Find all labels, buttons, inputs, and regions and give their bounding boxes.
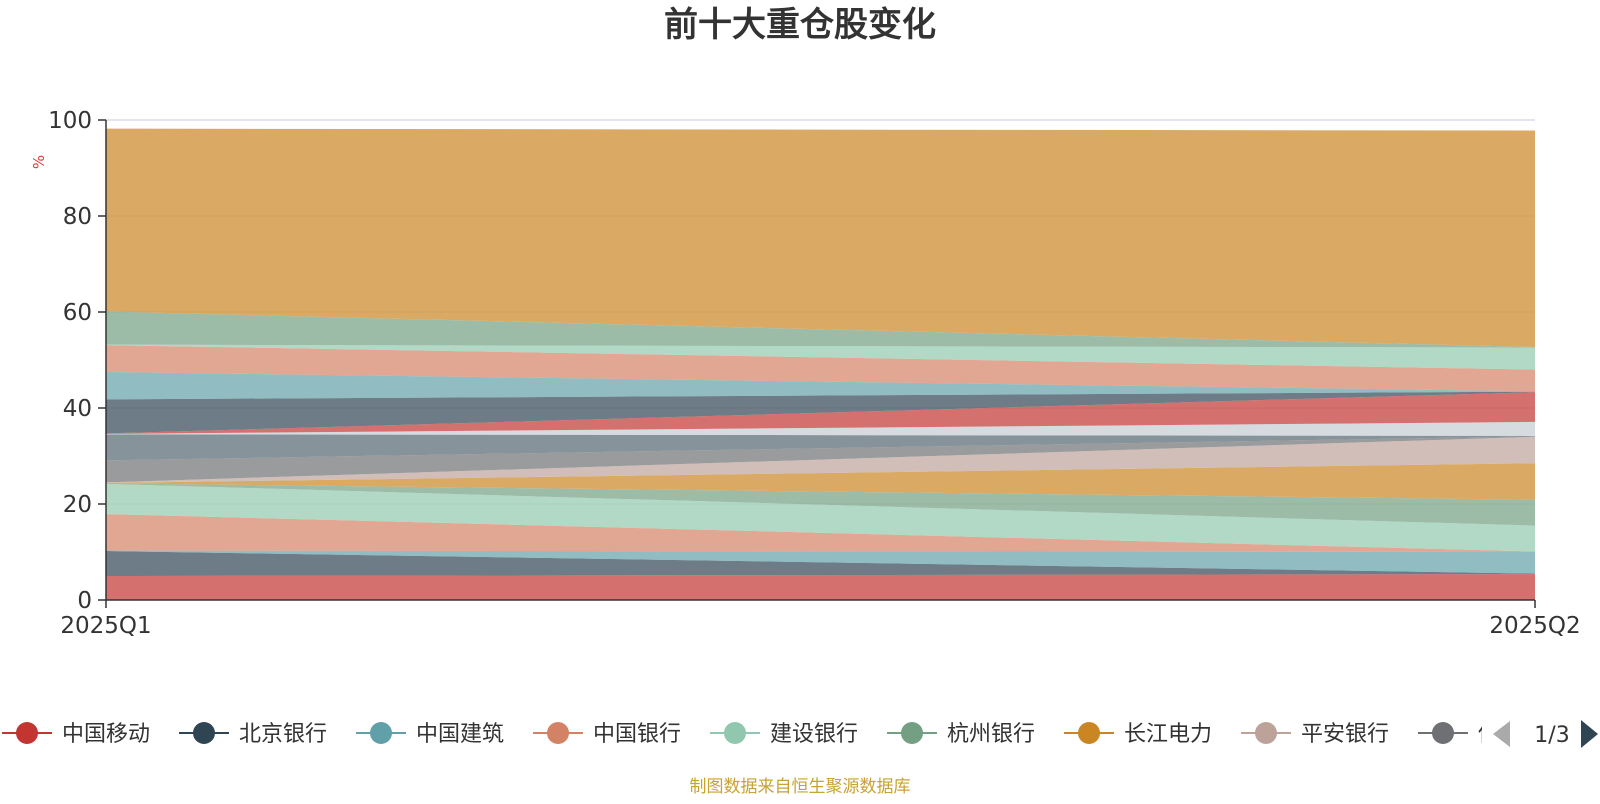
legend-label: 中国建筑	[416, 722, 504, 747]
area-series-11	[106, 421, 1535, 436]
legend-marker-icon	[370, 722, 392, 744]
x-tick-label: 2025Q1	[60, 613, 151, 639]
area-series-8	[106, 436, 1535, 483]
legend-item[interactable]: 长江电力	[1064, 722, 1212, 747]
legend-marker-icon	[193, 722, 215, 744]
legend-item[interactable]: 平安银行	[1241, 722, 1389, 747]
legend-label: 长江电力	[1124, 722, 1212, 747]
area-series	[106, 128, 1535, 600]
x-tick-label: 2025Q2	[1489, 613, 1580, 639]
y-axis-unit: %	[30, 155, 48, 169]
y-tick-label: 100	[48, 108, 92, 134]
legend-label: 杭州银行	[947, 722, 1035, 747]
legend-marker-icon	[724, 722, 746, 744]
area-series-18	[106, 128, 1535, 348]
area-series-15	[106, 345, 1535, 392]
y-tick-label: 80	[63, 204, 92, 230]
area-series-3	[106, 550, 1535, 574]
y-tick-label: 20	[63, 492, 92, 518]
area-series-10	[106, 434, 1535, 461]
legend-item[interactable]: 建设银行	[710, 722, 858, 747]
legend-label: 北京银行	[239, 722, 327, 747]
legend-item[interactable]: 杭州银行	[887, 722, 1035, 747]
legend-marker-icon	[547, 722, 569, 744]
legend-item[interactable]: 中国移动	[2, 722, 150, 747]
legend-label: 伊	[1478, 722, 1500, 747]
legend-label: 中国移动	[62, 722, 150, 747]
legend[interactable]: 中国移动 北京银行 中国建筑 中国银行 建设银行 杭州银行 长江电力 平安银行 伊 1/3	[2, 720, 1598, 748]
area-series-5	[106, 483, 1535, 552]
area-series-6	[106, 483, 1535, 526]
legend-label: 中国银行	[593, 722, 681, 747]
legend-label: 平安银行	[1301, 722, 1389, 747]
area-series-1	[106, 574, 1535, 600]
legend-item[interactable]: 中国建筑	[356, 722, 504, 747]
legend-label: 建设银行	[770, 722, 858, 747]
area-series-12	[106, 392, 1535, 434]
legend-items: 中国移动 北京银行 中国建筑 中国银行 建设银行 杭州银行 长江电力 平安银行 伊	[2, 722, 1500, 747]
area-series-4	[106, 514, 1535, 552]
y-tick-label: 40	[63, 396, 92, 422]
legend-marker-icon	[1432, 722, 1454, 744]
legend-page-indicator: 1/3	[1534, 723, 1569, 748]
area-series-9	[106, 436, 1535, 483]
legend-item[interactable]: 伊	[1418, 722, 1500, 747]
y-tick-label: 0	[77, 588, 92, 614]
area-series-7	[106, 463, 1535, 500]
source-note: 制图数据来自恒生聚源数据库	[690, 777, 911, 797]
legend-marker-icon	[16, 722, 38, 744]
legend-marker-icon	[1255, 722, 1277, 744]
y-tick-label: 60	[63, 300, 92, 326]
area-series-17	[106, 311, 1535, 348]
legend-item[interactable]: 北京银行	[179, 722, 327, 747]
area-series-13	[106, 391, 1535, 434]
area-series-14	[106, 372, 1535, 400]
axes: 0 20 40 60 80 100 2025Q1 2025Q2	[48, 108, 1581, 639]
legend-prev-arrow-icon[interactable]	[1493, 721, 1510, 747]
legend-marker-icon	[901, 722, 923, 744]
legend-marker-icon	[1078, 722, 1100, 744]
area-series-2	[106, 551, 1535, 576]
legend-next-arrow-icon[interactable]	[1581, 720, 1598, 748]
area-series-16	[106, 344, 1535, 370]
chart-title: 前十大重仓股变化	[664, 5, 936, 45]
legend-item[interactable]: 中国银行	[533, 722, 681, 747]
